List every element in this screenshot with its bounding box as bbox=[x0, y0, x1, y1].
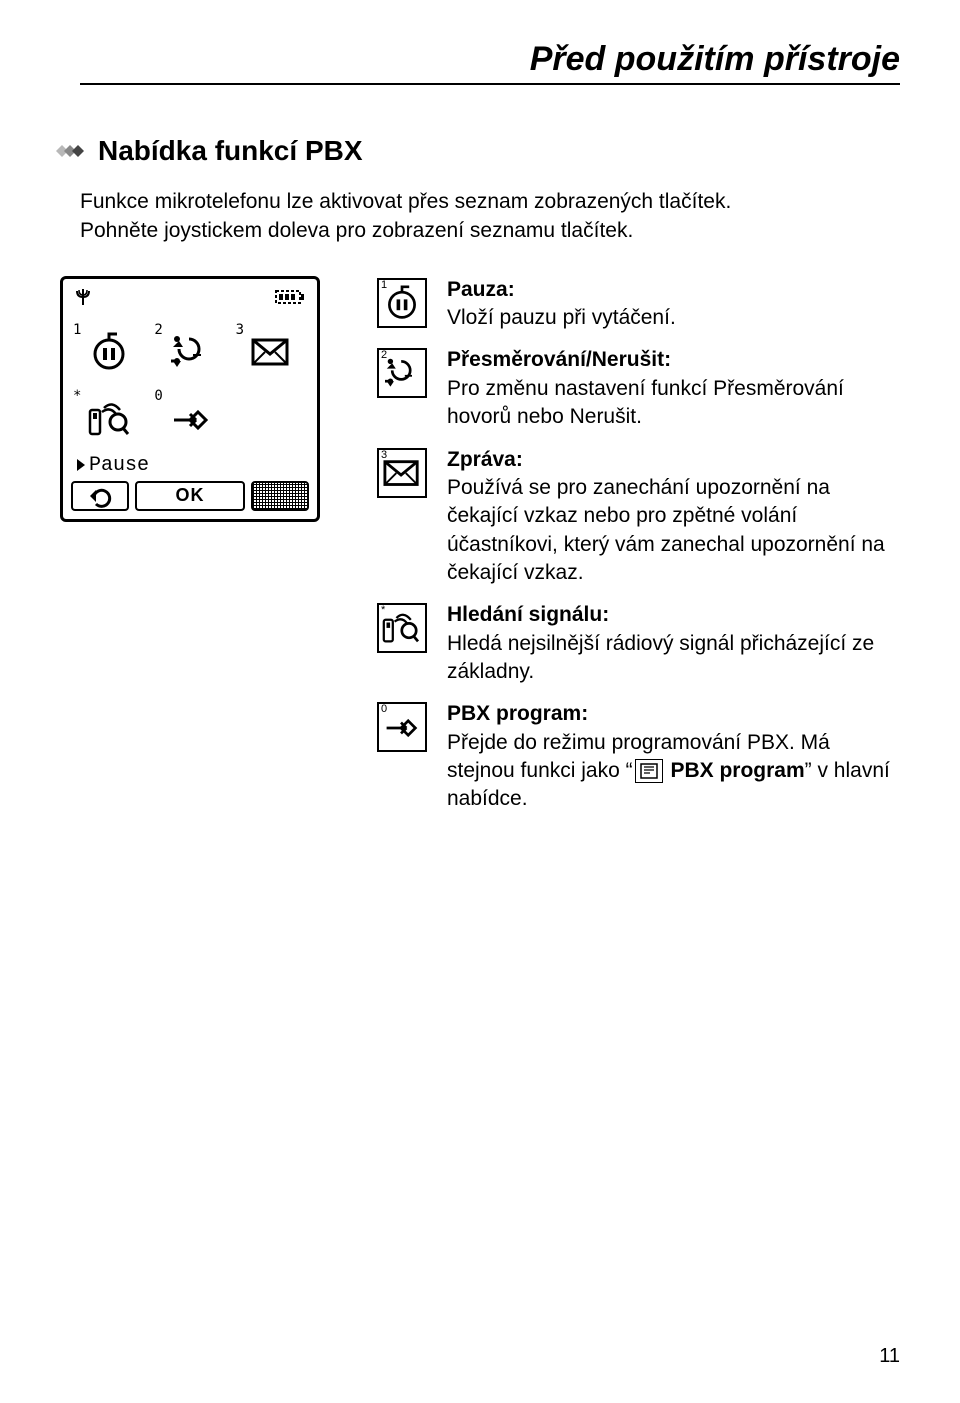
desc-body-msg: Používá se pro zanechání upozornění na č… bbox=[447, 476, 885, 584]
desc-icon-pbx: 0 bbox=[377, 702, 427, 752]
desc-badge-1: 1 bbox=[381, 279, 387, 291]
inline-pbx-icon bbox=[635, 759, 663, 783]
page-header: Před použitím přístroje bbox=[80, 40, 900, 85]
desc-icon-signal: * bbox=[377, 603, 427, 653]
grid-cell-2: 2 bbox=[152, 322, 227, 382]
desc-row-pbx: 0 PBX program: Přejde do režimu programo… bbox=[375, 700, 900, 813]
intro-line1: Funkce mikrotelefonu lze aktivovat přes … bbox=[80, 190, 731, 213]
desc-body-pbx-mid: PBX program bbox=[665, 759, 805, 782]
desc-title-signal: Hledání signálu: bbox=[447, 603, 609, 626]
softkey-ok: OK bbox=[135, 481, 245, 511]
page-number: 11 bbox=[879, 1345, 900, 1368]
pbx-program-icon bbox=[383, 710, 421, 744]
desc-icon-fwd: 2 bbox=[377, 348, 427, 398]
cell-badge-4: * bbox=[73, 388, 81, 404]
description-column: 1 Pauza: Vloží pauzu při vytáčení. 2 Pře… bbox=[375, 276, 900, 828]
desc-title-pbx: PBX program: bbox=[447, 702, 588, 725]
redo-icon bbox=[88, 484, 112, 508]
phone-screen-mock: 1 2 3 * 0 bbox=[60, 276, 320, 522]
pause-icon bbox=[89, 332, 129, 372]
desc-title-pause: Pauza: bbox=[447, 278, 515, 301]
intro-text: Funkce mikrotelefonu lze aktivovat přes … bbox=[80, 187, 900, 246]
grid-cell-4: * bbox=[71, 388, 146, 448]
desc-icon-msg: 3 bbox=[377, 448, 427, 498]
desc-badge-0: 0 bbox=[381, 703, 387, 715]
desc-row-signal: * Hledání signálu: Hledá nejsilnější rád… bbox=[375, 601, 900, 686]
grid-cell-1: 1 bbox=[71, 322, 146, 382]
cell-badge-3: 3 bbox=[236, 322, 244, 338]
envelope-icon bbox=[383, 456, 421, 490]
grid-cell-5: 0 bbox=[152, 388, 227, 448]
section-header: Nabídka funkcí PBX bbox=[50, 135, 900, 167]
section-title: Nabídka funkcí PBX bbox=[98, 135, 363, 167]
signal-search-icon bbox=[382, 609, 422, 647]
softkey-back bbox=[71, 481, 129, 511]
cell-badge-2: 2 bbox=[154, 322, 162, 338]
desc-body-pause: Vloží pauzu při vytáčení. bbox=[447, 306, 676, 329]
softkey-right bbox=[251, 481, 309, 511]
desc-badge-2: 2 bbox=[381, 349, 387, 361]
cell-badge-5: 0 bbox=[154, 388, 162, 404]
cell-badge-1: 1 bbox=[73, 322, 81, 338]
pbx-program-icon bbox=[170, 400, 210, 436]
desc-icon-pause: 1 bbox=[377, 278, 427, 328]
desc-title-msg: Zpráva: bbox=[447, 448, 523, 471]
diamond-bullets-icon bbox=[50, 137, 88, 165]
forward-dnd-icon bbox=[385, 356, 419, 390]
pbx-small-icon bbox=[639, 761, 659, 781]
grid-cell-3: 3 bbox=[234, 322, 309, 382]
signal-search-icon bbox=[88, 398, 130, 438]
battery-icon bbox=[275, 287, 305, 312]
desc-row-msg: 3 Zpráva: Používá se pro zanechání upozo… bbox=[375, 446, 900, 588]
triangle-right-icon bbox=[75, 457, 87, 473]
desc-body-fwd: Pro změnu nastavení funkcí Přesměrování … bbox=[447, 377, 844, 428]
envelope-icon bbox=[251, 334, 291, 370]
grid-cell-6 bbox=[234, 388, 309, 448]
screen-pause-label: Pause bbox=[71, 452, 309, 481]
desc-body-signal: Hledá nejsilnější rádiový signál přicház… bbox=[447, 632, 874, 683]
intro-line2: Pohněte joystickem doleva pro zobrazení … bbox=[80, 219, 633, 242]
pause-icon bbox=[384, 285, 420, 321]
antenna-icon bbox=[75, 287, 93, 312]
desc-title-fwd: Přesměrování/Nerušit: bbox=[447, 348, 671, 371]
desc-row-pause: 1 Pauza: Vloží pauzu při vytáčení. bbox=[375, 276, 900, 333]
desc-badge-3: 3 bbox=[381, 449, 387, 461]
desc-row-fwd: 2 Přesměrování/Nerušit: Pro změnu nastav… bbox=[375, 346, 900, 431]
desc-badge-star: * bbox=[381, 604, 385, 616]
pause-label-text: Pause bbox=[89, 454, 149, 477]
forward-dnd-icon bbox=[171, 333, 209, 371]
